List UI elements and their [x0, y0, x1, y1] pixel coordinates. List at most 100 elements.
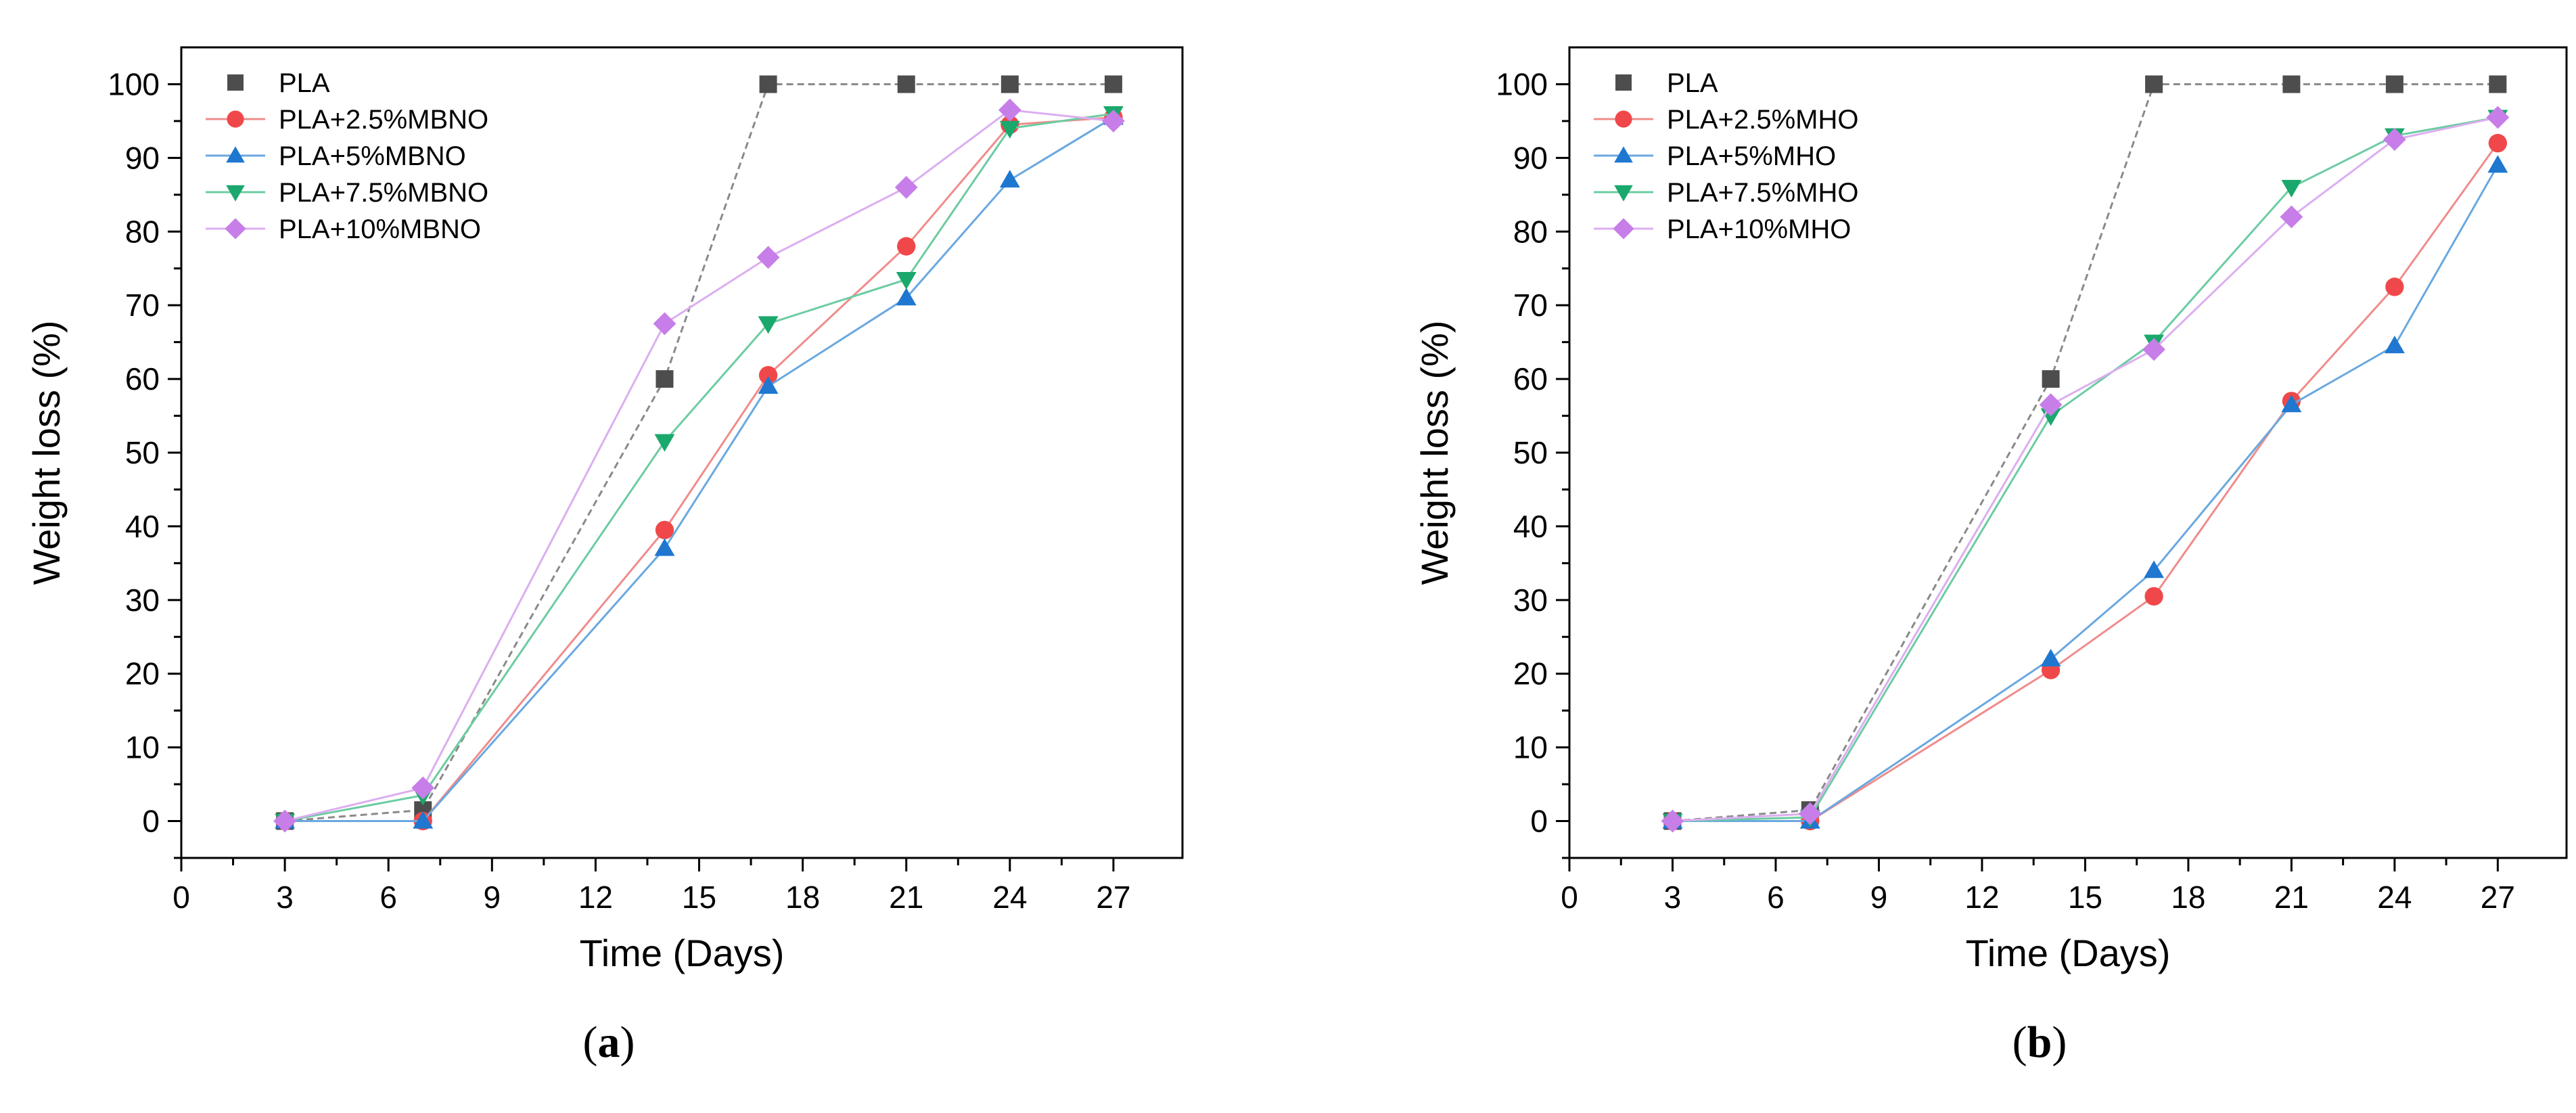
y-tick-label: 90 [1513, 140, 1548, 175]
legend-marker [225, 218, 246, 240]
series-4 [1661, 106, 2510, 833]
data-point [2488, 133, 2507, 153]
y-axis: 0 10 20 30 40 50 60 70 80 90 100 [1496, 66, 1569, 859]
x-tick-label: 24 [992, 880, 1027, 915]
series-line [1672, 164, 2499, 823]
data-point [758, 316, 779, 334]
data-point [2385, 277, 2404, 296]
x-tick-label: 18 [785, 880, 820, 915]
x-tick-label: 9 [484, 880, 501, 915]
data-point [1102, 110, 1125, 133]
x-tick-label: 18 [2171, 880, 2205, 915]
data-point [759, 75, 777, 93]
data-point [2489, 75, 2507, 93]
data-point [758, 365, 778, 385]
x-tick-label: 24 [2377, 880, 2412, 915]
x-tick-label: 15 [2068, 880, 2102, 915]
data-point [2282, 75, 2301, 93]
data-point [1001, 75, 1019, 93]
series-line [1672, 142, 2499, 823]
x-tick-label: 3 [1664, 880, 1682, 915]
legend-label: PLA+2.5%MHO [1667, 105, 1858, 135]
y-axis-title: Weight loss (%) [25, 320, 68, 585]
data-point [998, 98, 1021, 122]
legend-marker [1614, 185, 1633, 202]
y-tick-label: 80 [1513, 214, 1548, 249]
legend-label: PLA+7.5%MHO [1667, 178, 1858, 208]
legend-marker [1615, 74, 1632, 91]
data-point [411, 776, 435, 800]
data-point [2281, 179, 2302, 198]
legend-marker [226, 146, 245, 163]
chart-panel-a: 0 3 6 9 12 15 18 21 24 27 0 10 20 30 40 50 60 70 80 90 100 Ti… [25, 46, 1184, 1067]
data-point [2487, 155, 2508, 173]
y-tick-label: 60 [1513, 361, 1548, 396]
chart-panel-b: 0 3 6 9 12 15 18 21 24 27 0 10 20 30 40 50 60 70 80 90 100 Ti… [1413, 46, 2568, 1067]
data-point [2144, 587, 2163, 606]
series-4 [273, 98, 1125, 833]
y-tick-label: 70 [125, 288, 160, 323]
y-tick-label: 70 [1513, 288, 1548, 323]
y-tick-label: 40 [1513, 509, 1548, 544]
y-tick-label: 40 [125, 509, 160, 544]
y-tick-label: 10 [1513, 730, 1548, 765]
x-tick-label: 0 [1561, 880, 1578, 915]
y-tick-label: 80 [125, 214, 160, 249]
data-point [894, 176, 918, 199]
y-tick-label: 0 [142, 804, 160, 839]
legend-label: PLA+10%MHO [1667, 214, 1851, 244]
x-tick-label: 9 [1870, 880, 1888, 915]
y-tick-label: 60 [125, 361, 160, 396]
y-tick-label: 50 [1513, 435, 1548, 470]
data-point [897, 237, 916, 256]
y-tick-label: 30 [125, 583, 160, 618]
data-point [758, 376, 779, 394]
y-tick-label: 10 [125, 730, 160, 765]
data-point [2042, 370, 2060, 388]
x-axis: 0 3 6 9 12 15 18 21 24 27 [1561, 858, 2515, 915]
legend-label: PLA+2.5%MBNO [279, 105, 488, 135]
data-point [2383, 128, 2406, 152]
data-point [896, 288, 917, 306]
data-point [2281, 394, 2302, 413]
data-point [2040, 648, 2061, 666]
data-point [2145, 75, 2163, 93]
legend-label: PLA+5%MHO [1667, 141, 1836, 171]
legend-marker [227, 110, 244, 128]
panel-label: (b) [2013, 1018, 2067, 1067]
data-point [2385, 75, 2404, 93]
x-tick-label: 15 [682, 880, 716, 915]
x-tick-label: 27 [1096, 880, 1130, 915]
series-2 [1662, 155, 2508, 829]
data-point [1661, 809, 1684, 833]
legend-label: PLA+10%MBNO [279, 214, 481, 244]
legend-marker [227, 74, 244, 91]
x-tick-label: 12 [578, 880, 613, 915]
y-axis: 0 10 20 30 40 50 60 70 80 90 100 [108, 66, 181, 859]
y-tick-label: 20 [1513, 656, 1548, 691]
data-point [999, 120, 1020, 139]
data-point [999, 170, 1020, 188]
data-point [2486, 106, 2510, 129]
y-tick-label: 20 [125, 656, 160, 691]
x-tick-label: 21 [889, 880, 923, 915]
x-tick-label: 6 [1767, 880, 1785, 915]
x-tick-label: 12 [1964, 880, 1999, 915]
data-point [654, 434, 675, 452]
x-axis-title: Time (Days) [580, 932, 785, 974]
data-point [756, 246, 780, 269]
legend-marker [226, 185, 245, 202]
legend-label: PLA+7.5%MBNO [279, 178, 488, 208]
x-tick-label: 6 [380, 880, 397, 915]
x-tick-label: 21 [2274, 880, 2309, 915]
y-tick-label: 100 [108, 66, 160, 101]
legend-marker [1615, 110, 1632, 128]
data-point [2280, 205, 2303, 229]
data-point [2039, 393, 2063, 417]
legend-label: PLA [279, 68, 330, 98]
data-point [654, 538, 675, 556]
y-tick-label: 90 [125, 140, 160, 175]
x-tick-label: 3 [276, 880, 294, 915]
data-point [1104, 75, 1122, 93]
